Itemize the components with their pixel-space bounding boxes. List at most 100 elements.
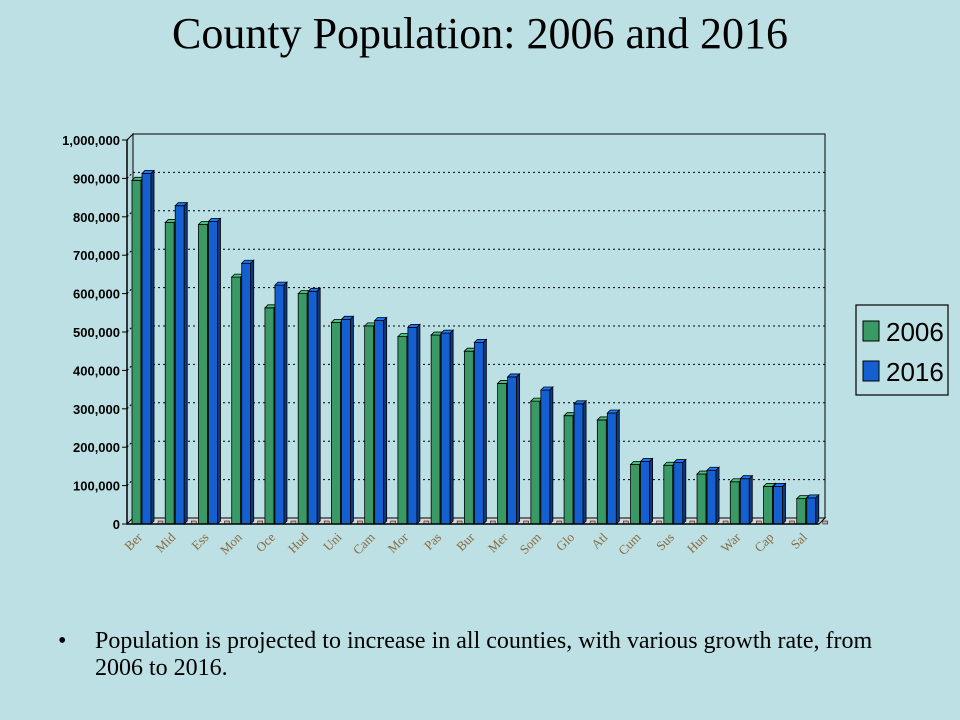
x-tick-label: Pas: [421, 530, 444, 553]
x-tick-label: Cum: [615, 530, 643, 558]
x-tick-label: Ber: [121, 529, 145, 553]
bar-front: [696, 473, 707, 525]
x-tick-label: Glo: [553, 530, 577, 554]
bar-front: [274, 284, 285, 525]
bar-front: [796, 498, 807, 525]
bar-front: [141, 173, 152, 525]
bar-2016-Hud: [307, 287, 322, 525]
x-tick-label: Cam: [350, 530, 378, 558]
bar-side: [350, 315, 354, 525]
y-tick-label: 1,000,000: [62, 133, 120, 148]
bullet-dot-icon: •: [58, 628, 67, 654]
x-tick-label: Mid: [152, 529, 178, 555]
gridline-side: [126, 133, 134, 141]
bar-2016-Som: [539, 386, 554, 525]
bar-front: [540, 389, 551, 525]
bar-2016-Sal: [805, 493, 820, 525]
x-tick-label: Oce: [253, 529, 279, 555]
bar-front: [530, 400, 541, 525]
bar-front: [374, 320, 385, 525]
bar-front: [463, 350, 474, 525]
bar-side: [715, 466, 720, 525]
y-tick-label: 600,000: [73, 287, 120, 302]
bar-side: [682, 458, 687, 525]
legend-label-2016: 2016: [886, 357, 944, 387]
bar-front: [297, 293, 308, 525]
bar-layer: [131, 169, 829, 525]
bar-2016-Cam: [373, 316, 388, 525]
bar-front: [673, 462, 684, 525]
bar-front: [397, 336, 408, 525]
bar-front: [630, 464, 640, 525]
bar-2016-Cap: [772, 482, 787, 525]
bar-side: [748, 474, 753, 525]
bar-2016-Sus: [672, 458, 687, 525]
bar-front: [563, 415, 574, 525]
bar-front: [341, 318, 351, 525]
bar-front: [729, 481, 740, 525]
y-tick-label: 400,000: [73, 363, 120, 378]
x-tick-label: Mor: [385, 529, 412, 556]
bar-2016-Pas: [440, 329, 455, 525]
bar-side: [150, 169, 155, 525]
bar-2016-Atl: [606, 409, 621, 525]
bar-2016-Cum: [639, 457, 654, 525]
bar-front: [773, 485, 783, 525]
y-tick-label: 300,000: [73, 402, 120, 417]
x-tick-label: War: [718, 529, 744, 555]
x-tick-label: Hun: [684, 529, 711, 556]
bar-side: [815, 493, 820, 525]
bar-side: [217, 217, 221, 525]
bar-2016-Mor: [406, 323, 421, 525]
floor-marker: [822, 520, 829, 525]
bar-2016-Ber: [141, 169, 155, 525]
bar-2016-Hun: [706, 466, 721, 525]
y-tick-label: 0: [113, 517, 120, 532]
bar-front: [331, 321, 341, 525]
legend: 2006 2016: [855, 304, 949, 396]
legend-swatch-2006: [862, 320, 880, 342]
bar-side: [549, 386, 554, 525]
gridline-side: [126, 402, 134, 410]
x-tick-label: Sal: [788, 529, 811, 552]
bar-side: [449, 329, 454, 525]
gridline-side: [126, 364, 134, 371]
bar-front: [231, 276, 242, 525]
bar-front: [364, 325, 375, 525]
bar-side: [383, 316, 388, 525]
gridline-side: [126, 172, 134, 179]
bar-front: [596, 419, 607, 525]
bar-side: [283, 281, 288, 525]
y-tick-label: 700,000: [73, 248, 120, 263]
bar-side: [649, 457, 653, 525]
legend-label-2006: 2006: [886, 317, 944, 347]
y-tick-label: 200,000: [73, 440, 120, 455]
bar-front: [430, 334, 441, 525]
bar-front: [739, 478, 750, 525]
slide-title: County Population: 2006 and 2016: [172, 9, 788, 58]
bar-2016-Ess: [207, 217, 222, 525]
bar-front: [174, 205, 185, 525]
bar-2016-War: [739, 474, 754, 525]
gridline-side: [126, 287, 134, 294]
bar-front: [198, 224, 208, 525]
bar-front: [407, 326, 418, 525]
bar-front: [573, 403, 584, 525]
bar-front: [640, 461, 650, 525]
legend-swatch-2016: [862, 360, 880, 382]
bar-side: [782, 482, 786, 525]
bar-side: [250, 259, 255, 525]
bar-front: [507, 376, 518, 525]
x-tick-label: Atl: [588, 529, 611, 552]
x-tick-label: Cap: [751, 530, 776, 555]
x-tick-label: Uni: [320, 529, 345, 554]
bar-front: [763, 485, 773, 525]
bar-front: [706, 469, 717, 525]
x-tick-label: Sus: [653, 530, 677, 554]
bar-2016-Mer: [506, 372, 521, 525]
gridline-side: [126, 479, 134, 486]
bar-2016-Oce: [273, 281, 288, 525]
gridline-side: [126, 210, 134, 218]
bar-front: [806, 497, 817, 525]
bar-front: [440, 332, 451, 525]
